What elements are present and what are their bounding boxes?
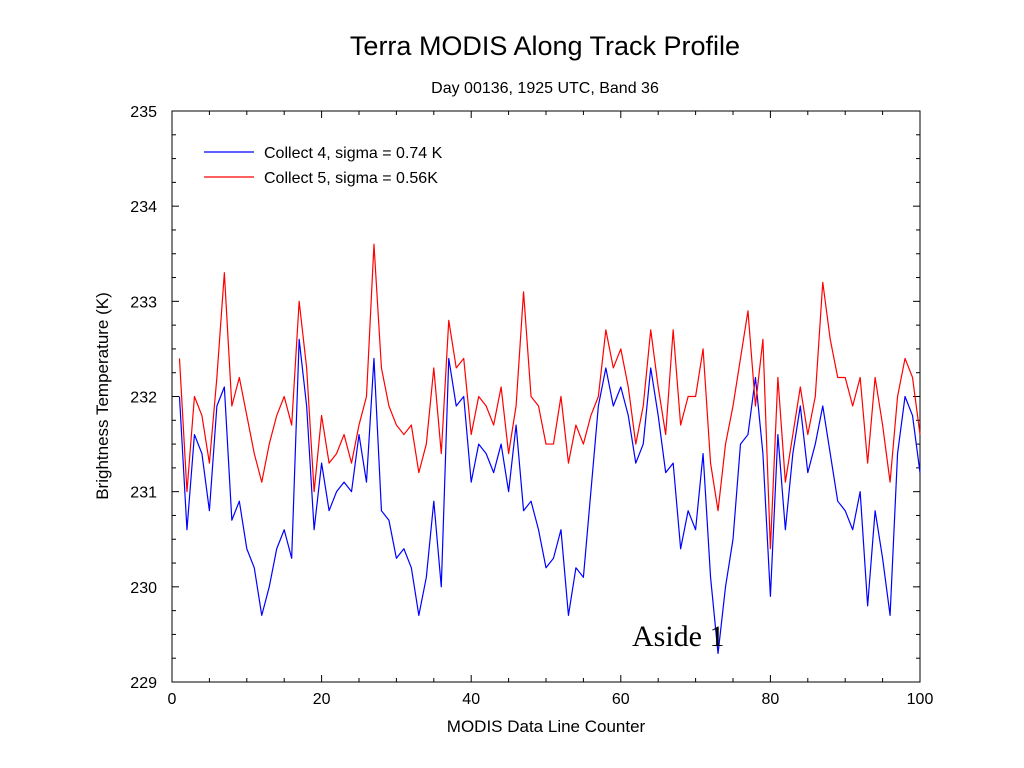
legend-label-collect-4: Collect 4, sigma = 0.74 K (264, 145, 443, 162)
legend: Collect 4, sigma = 0.74 K Collect 5, sig… (204, 145, 443, 187)
chart-title: Terra MODIS Along Track Profile (350, 31, 740, 61)
y-tick-label: 231 (130, 485, 157, 502)
x-tick-label: 40 (462, 691, 480, 708)
chart-subtitle: Day 00136, 1925 UTC, Band 36 (431, 80, 659, 97)
y-tick-label: 234 (130, 199, 157, 216)
x-tick-label: 80 (762, 691, 780, 708)
x-axis-ticks: 0 20 40 60 80 100 (168, 111, 934, 708)
y-axis-label: Brightness Temperature (K) (93, 292, 112, 500)
legend-label-collect-5: Collect 5, sigma = 0.56K (264, 170, 438, 187)
series-line-collect-5 (178, 243, 921, 550)
y-tick-label: 232 (130, 390, 157, 407)
y-tick-label: 229 (130, 675, 157, 692)
y-axis-ticks: 229 230 231 232 233 234 235 (130, 104, 920, 692)
series-line-collect-4 (178, 338, 921, 655)
x-tick-label: 60 (612, 691, 630, 708)
x-axis-label: MODIS Data Line Counter (447, 717, 646, 736)
x-tick-label: 0 (168, 691, 177, 708)
x-tick-label: 20 (313, 691, 331, 708)
y-tick-label: 233 (130, 294, 157, 311)
annotation-aside: Aside 1 (632, 620, 725, 653)
y-tick-label: 235 (130, 104, 157, 121)
y-tick-label: 230 (130, 580, 157, 597)
series-layer (178, 243, 921, 655)
x-tick-label: 100 (907, 691, 934, 708)
